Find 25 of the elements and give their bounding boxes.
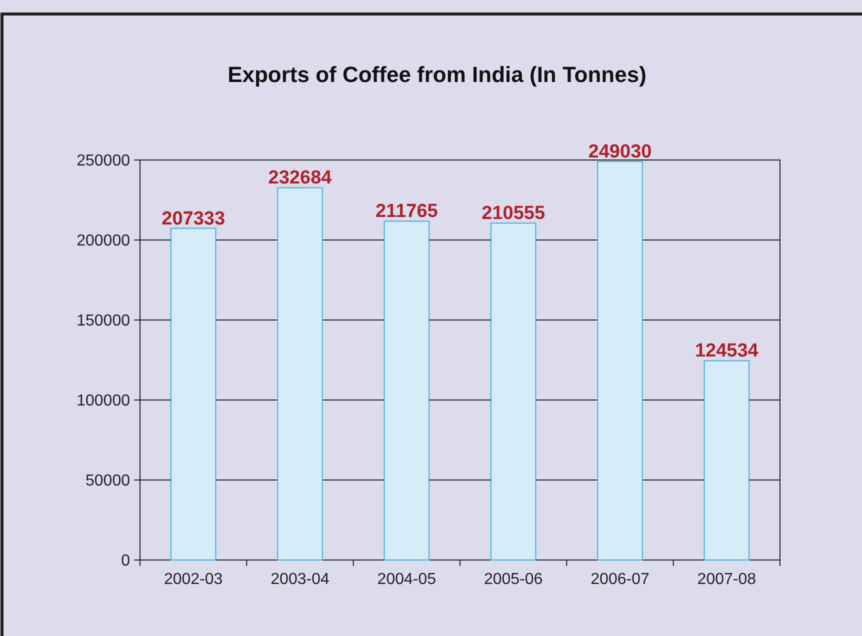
x-tick-label: 2005-06 bbox=[484, 571, 543, 588]
y-tick-label: 200000 bbox=[76, 232, 130, 250]
data-label: 249030 bbox=[588, 142, 652, 163]
bar bbox=[597, 160, 643, 561]
bar bbox=[384, 220, 430, 561]
bar bbox=[490, 222, 536, 561]
x-tick-label: 2006-07 bbox=[590, 571, 650, 588]
bar bbox=[170, 228, 216, 561]
y-tick-label: 150000 bbox=[76, 312, 130, 330]
x-tick-label: 2003-04 bbox=[270, 571, 330, 588]
y-tick-label: 100000 bbox=[76, 392, 130, 410]
x-tick-label: 2004-05 bbox=[377, 571, 436, 588]
x-tick-label: 2007-08 bbox=[697, 571, 756, 588]
data-label: 207333 bbox=[162, 208, 226, 230]
y-tick-label: 0 bbox=[121, 552, 130, 570]
x-tick-label: 2002-03 bbox=[164, 571, 223, 588]
data-label: 210555 bbox=[482, 203, 546, 224]
data-label: 124534 bbox=[694, 340, 759, 362]
chart-title: Exports of Coffee from India (In Tonnes) bbox=[228, 62, 646, 87]
y-tick-label: 250000 bbox=[76, 152, 130, 170]
y-tick-label: 50000 bbox=[86, 472, 130, 490]
data-label: 232684 bbox=[268, 168, 332, 189]
data-label: 211765 bbox=[375, 201, 438, 222]
bar bbox=[277, 187, 323, 561]
bar bbox=[704, 360, 750, 561]
